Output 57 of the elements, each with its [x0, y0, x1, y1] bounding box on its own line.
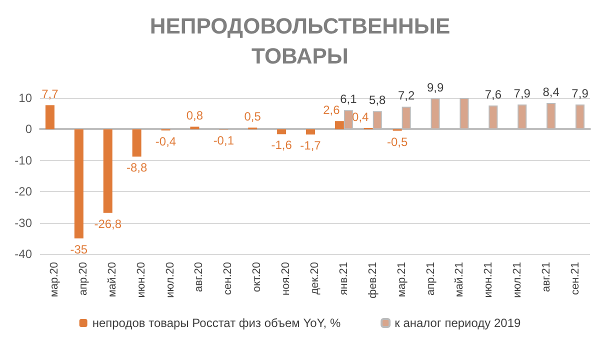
x-tick-label: июн.20 — [135, 262, 148, 298]
y-tick-label: -40 — [14, 247, 32, 261]
data-label: 7,6 — [484, 87, 502, 102]
y-tick-label: 10 — [18, 91, 32, 105]
data-label: -1,6 — [271, 138, 292, 152]
y-tick-label: -20 — [14, 184, 32, 199]
data-label: 0,8 — [186, 108, 204, 123]
data-label: -26,8 — [94, 216, 122, 231]
x-tick-label: апр.21 — [424, 262, 437, 296]
data-label: 8,4 — [542, 84, 560, 99]
data-label: 2,6 — [323, 103, 340, 118]
data-label: -8,8 — [126, 160, 148, 175]
x-tick-label: сен.21 — [570, 262, 582, 295]
y-tick-label: 0 — [25, 122, 32, 136]
data-label: 0,4 — [352, 110, 370, 124]
bar — [45, 105, 54, 130]
bar — [74, 129, 84, 238]
x-tick-label: июл.21 — [512, 262, 524, 298]
data-label: -1,7 — [300, 138, 322, 153]
x-tick-label: авг.21 — [540, 262, 553, 292]
data-label: 6,1 — [340, 92, 358, 106]
x-tick-label: апр.20 — [77, 262, 90, 296]
x-tick-label: май.21 — [454, 262, 466, 298]
y-tick-label: -10 — [14, 153, 32, 168]
bar — [132, 129, 142, 157]
data-label: -0,1 — [213, 134, 234, 148]
legend-label: к аналог периоду 2019 — [394, 316, 522, 330]
x-tick-label: ноя.20 — [280, 262, 292, 296]
data-label: -0,4 — [155, 134, 176, 148]
data-label: -35 — [70, 242, 88, 256]
x-tick-label: июл.20 — [164, 262, 176, 298]
x-tick-label: дек.20 — [309, 262, 321, 295]
y-tick-label: -30 — [14, 216, 32, 230]
x-tick-label: янв.21 — [338, 262, 350, 296]
data-label: 9,9 — [426, 80, 444, 94]
x-tick-label: май.20 — [106, 262, 118, 298]
data-label: -0,5 — [387, 134, 408, 149]
data-label: 5,8 — [369, 93, 386, 108]
x-tick-label: мар.20 — [48, 262, 60, 298]
x-tick-label: окт.20 — [251, 262, 264, 292]
bar — [277, 129, 286, 134]
legend-label: непродов товары Росстат физ объем YoY, % — [92, 316, 341, 330]
x-tick-label: мар.21 — [396, 262, 408, 298]
bar — [103, 129, 112, 213]
x-tick-label: сен.20 — [222, 262, 234, 295]
chart-title: НЕПРОДОВОЛЬСТВЕННЫЕ ТОВАРЫ — [150, 14, 450, 68]
x-tick-label: июн.21 — [482, 262, 495, 298]
data-label: 7,7 — [42, 87, 59, 102]
bar — [334, 121, 344, 130]
bar — [306, 129, 315, 135]
data-label: 7,9 — [514, 86, 531, 101]
x-tick-label: авг.20 — [193, 262, 206, 292]
bar — [190, 126, 200, 130]
data-label: 7,2 — [398, 88, 416, 103]
x-tick-label: фев.21 — [366, 262, 379, 298]
data-label: 0,5 — [244, 110, 262, 124]
data-label: 7,9 — [572, 86, 589, 101]
